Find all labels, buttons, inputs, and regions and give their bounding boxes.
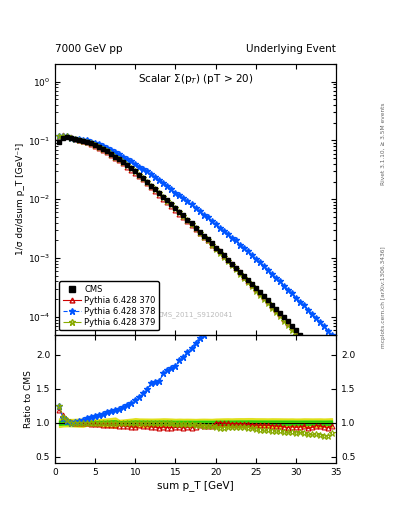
Legend: CMS, Pythia 6.428 370, Pythia 6.428 378, Pythia 6.428 379: CMS, Pythia 6.428 370, Pythia 6.428 378,… <box>59 282 159 330</box>
X-axis label: sum p_T [GeV]: sum p_T [GeV] <box>157 480 234 491</box>
Text: CMS_2011_S9120041: CMS_2011_S9120041 <box>158 312 233 318</box>
Text: 7000 GeV pp: 7000 GeV pp <box>55 44 123 54</box>
Text: Scalar $\Sigma$(p$_T$) (pT > 20): Scalar $\Sigma$(p$_T$) (pT > 20) <box>138 72 253 86</box>
Y-axis label: 1/σ dσ/dsum p_T [GeV⁻¹]: 1/σ dσ/dsum p_T [GeV⁻¹] <box>16 143 25 255</box>
Text: Underlying Event: Underlying Event <box>246 44 336 54</box>
Y-axis label: Ratio to CMS: Ratio to CMS <box>24 370 33 428</box>
Text: mcplots.cern.ch [arXiv:1306.3436]: mcplots.cern.ch [arXiv:1306.3436] <box>381 246 386 348</box>
Text: Rivet 3.1.10, ≥ 3.5M events: Rivet 3.1.10, ≥ 3.5M events <box>381 102 386 185</box>
